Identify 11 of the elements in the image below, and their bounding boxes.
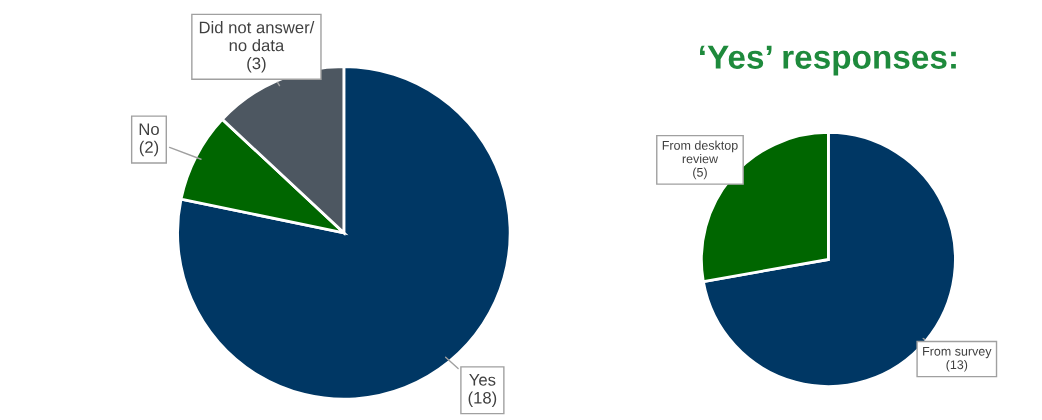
slice-label: Did not answer/ no data bbox=[199, 21, 315, 52]
data-label: (18) bbox=[468, 391, 497, 407]
slice-label: From survey bbox=[923, 346, 992, 359]
chart-title: ‘Yes’ responses: bbox=[700, 45, 956, 76]
data-label: (5) bbox=[693, 167, 707, 180]
slice-label: Yes bbox=[469, 374, 496, 386]
slice-label: From desktop review bbox=[662, 140, 738, 164]
slice-label: No bbox=[139, 123, 159, 136]
data-label: (2) bbox=[139, 140, 159, 157]
data-label: (13) bbox=[946, 359, 968, 372]
data-label: (3) bbox=[247, 57, 266, 73]
